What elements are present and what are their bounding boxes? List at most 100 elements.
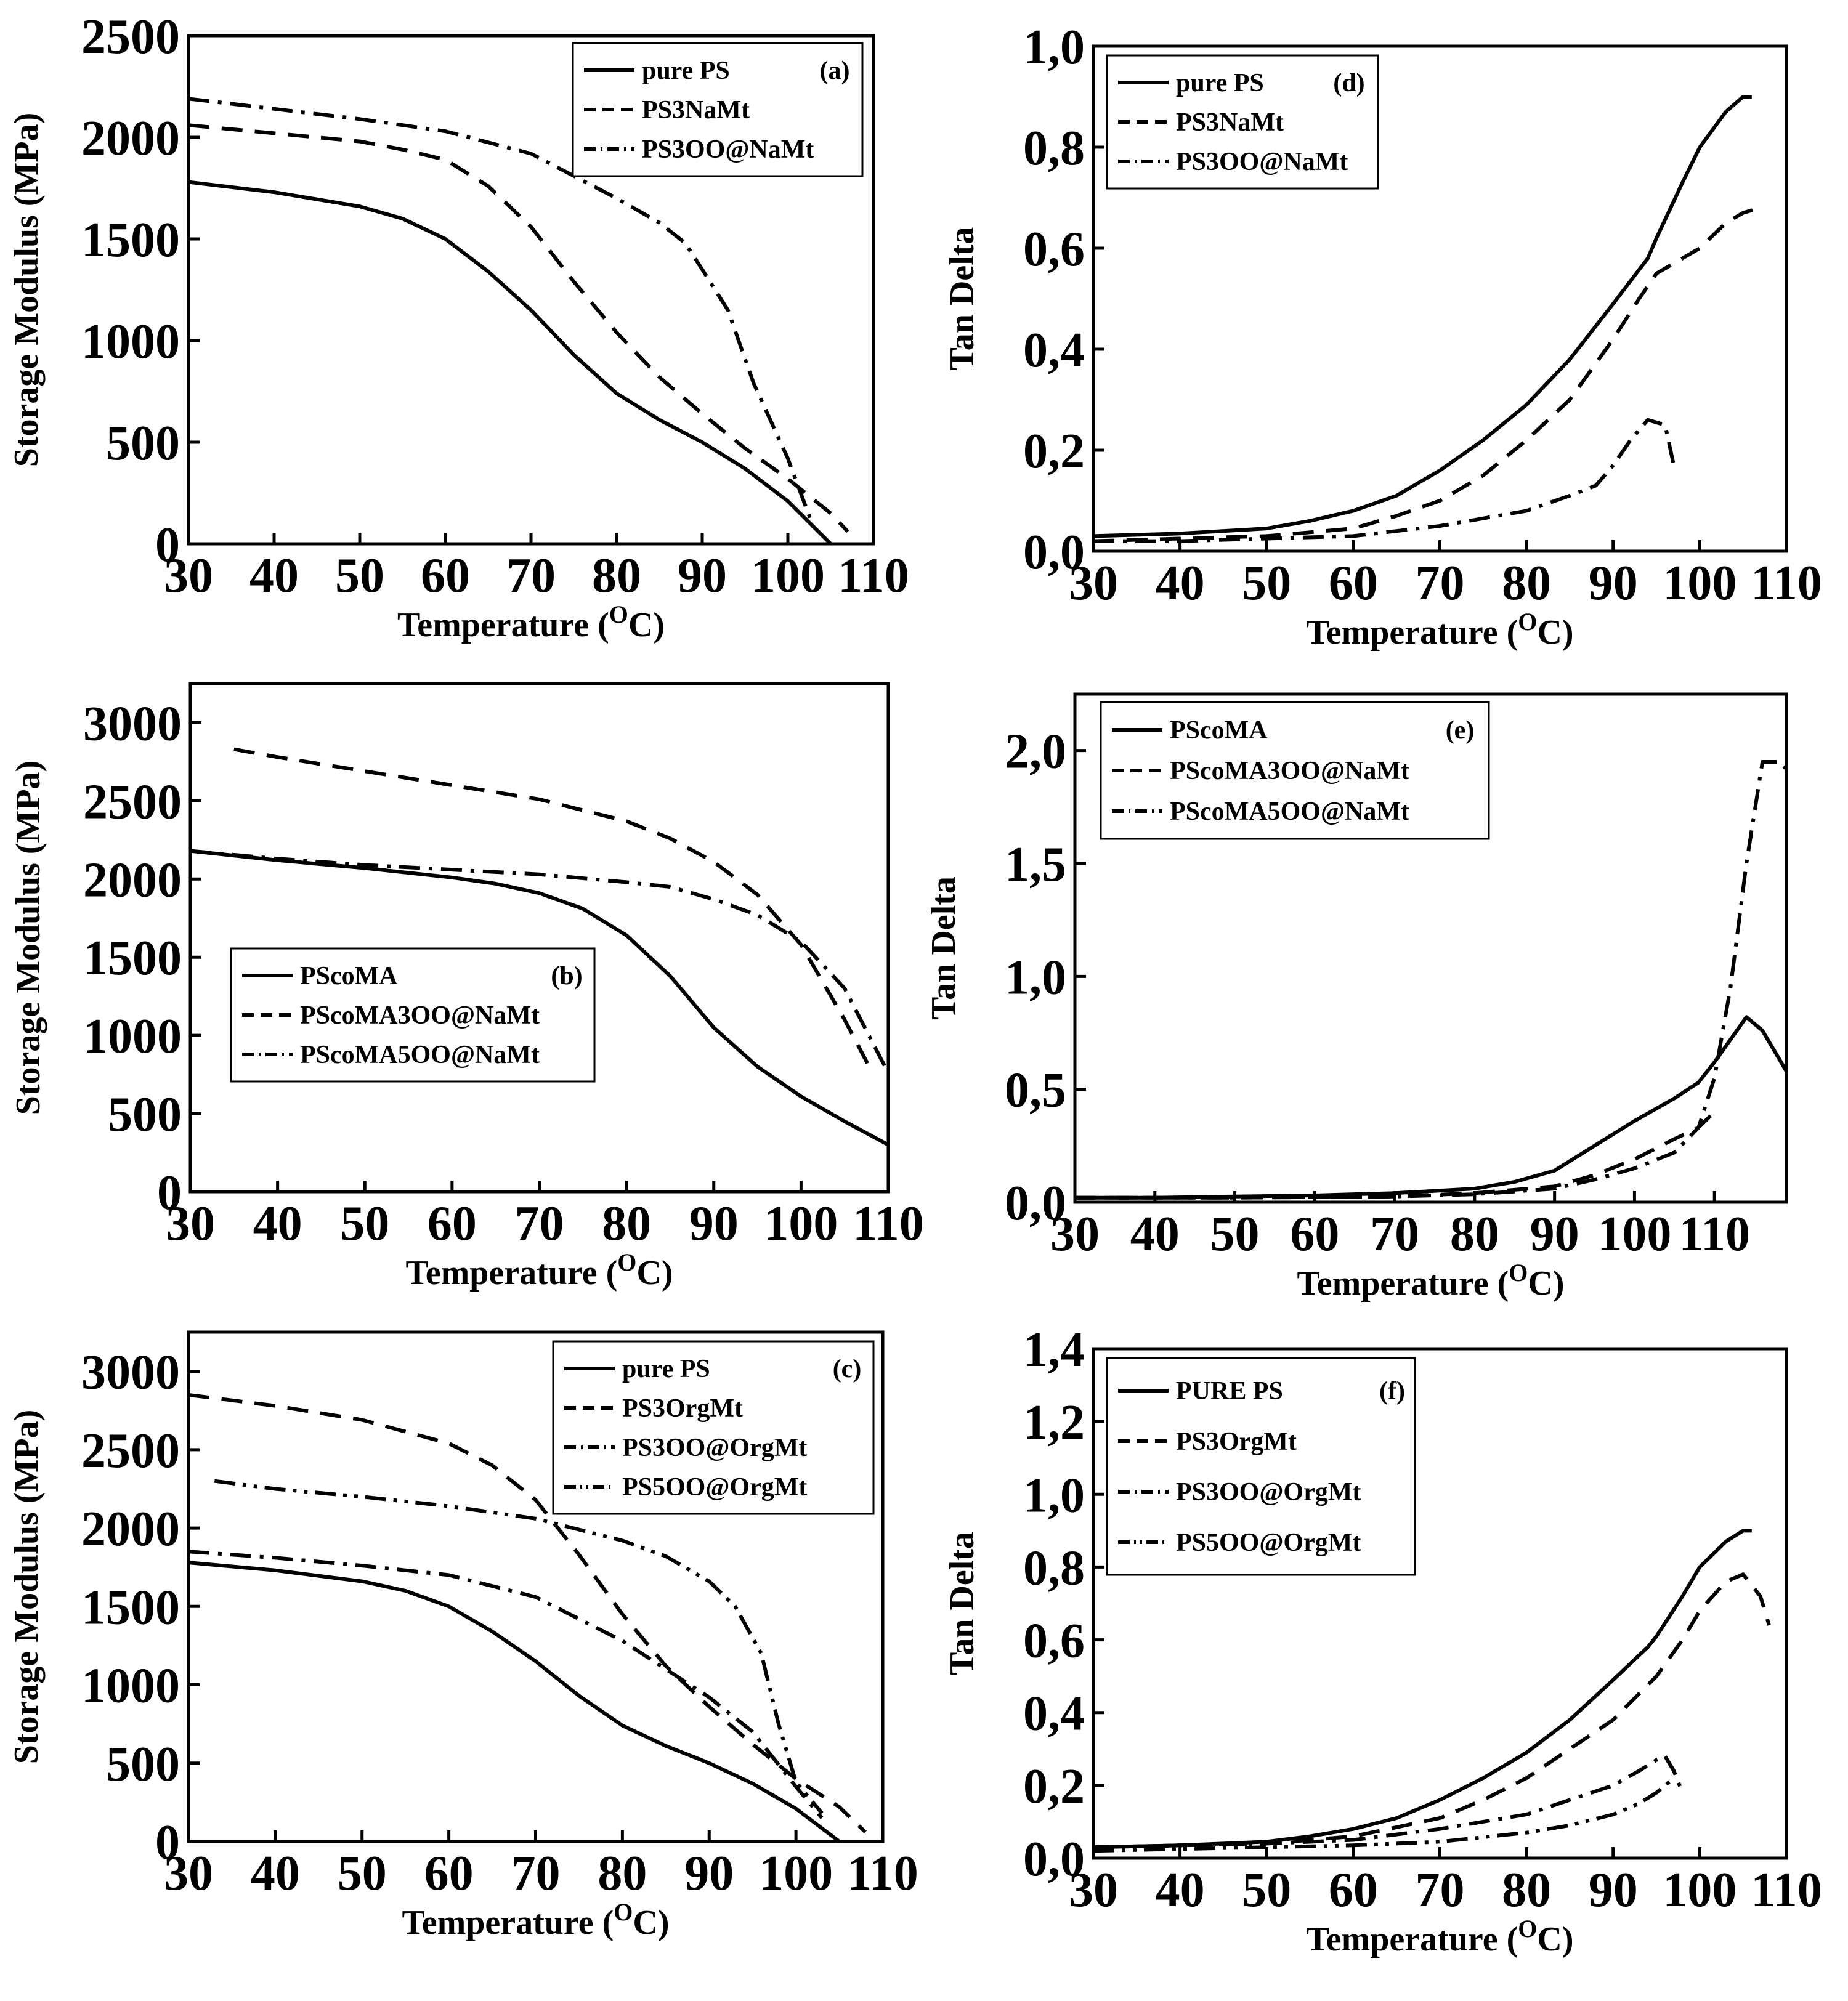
panel-e: 30 40 50 60 70 80 90 100 110 0,0 0,5 1,0 1,5 2,0 Tempe…: [925, 692, 1788, 1303]
y-tick-label: 500: [108, 1088, 182, 1142]
series-line-pscoma3oo-namt: [233, 747, 873, 1071]
y-tick-label: 1,2: [1023, 1396, 1085, 1450]
x-tick-label: 40: [249, 549, 299, 603]
x-tick-label: 90: [1530, 1207, 1579, 1261]
x-axis-title-text: Temperature (: [397, 606, 609, 644]
y-tick-label: 2500: [81, 1424, 180, 1478]
x-tick-label: 40: [1156, 1863, 1205, 1917]
x-axis-title-text: Temperature (: [402, 1904, 614, 1942]
x-tick-label: 110: [1679, 1207, 1750, 1261]
series-line-pscoma5oo-namt: [190, 849, 888, 1074]
x-axis-title-text: Temperature (: [1307, 1920, 1518, 1959]
y-tick-label: 2500: [81, 10, 180, 64]
series-line-ps3oo-orgmt: [188, 1550, 824, 1819]
x-tick-label: 70: [1370, 1207, 1419, 1261]
x-tick-label: 40: [251, 1846, 300, 1901]
x-tick-label: 70: [1416, 556, 1465, 610]
legend-label: PS3OO@OrgMt: [1176, 1478, 1361, 1506]
x-axis-title-text: Temperature (: [406, 1254, 618, 1292]
legend-label: pure PS: [1176, 69, 1264, 97]
y-tick-label: 1500: [81, 1580, 180, 1635]
y-tick-label: 0,2: [1023, 1760, 1085, 1814]
x-axis-title: Temperature (OC): [1297, 1259, 1565, 1303]
legend-label: PURE PS: [1176, 1377, 1283, 1405]
y-tick-label: 1,0: [1005, 950, 1066, 1005]
legend-box: [1106, 54, 1379, 190]
series-line-pure-ps: [188, 180, 832, 544]
x-tick-label: 100: [1663, 556, 1737, 610]
y-tick-label: 2500: [83, 775, 182, 829]
x-axis-title-superscript: O: [1509, 1259, 1528, 1287]
x-tick-label: 50: [1242, 1863, 1291, 1917]
y-tick-label: 0,4: [1023, 323, 1085, 378]
panel-b: 30 40 50 60 70 80 90 100 110 0 500 1000 1500 2000 2500…: [9, 682, 924, 1292]
panel-label: (d): [1333, 69, 1364, 97]
y-tick-label: 0,2: [1023, 424, 1085, 479]
legend-box: [1100, 701, 1490, 840]
y-tick-label: 0,4: [1023, 1687, 1085, 1741]
y-axis-title: Storage Modulus (MPa): [7, 1410, 46, 1765]
x-tick-label: 90: [678, 549, 727, 603]
y-tick-label: 1000: [83, 1009, 182, 1064]
y-tick-label: 1,0: [1023, 20, 1085, 75]
y-tick-label: 1,5: [1005, 838, 1066, 892]
legend-label: PS3OO@NaMt: [642, 135, 814, 164]
x-tick-label: 100: [764, 1197, 838, 1251]
x-tick-label: 110: [853, 1197, 924, 1251]
x-axis-title-superscript: O: [609, 600, 628, 628]
x-axis-title-superscript: O: [1518, 608, 1537, 636]
x-axis-title: Temperature (OC): [402, 1898, 670, 1942]
x-tick-label: 40: [1130, 1207, 1180, 1261]
panel-label: (f): [1379, 1377, 1405, 1405]
x-tick-label: 80: [1502, 1863, 1551, 1917]
legend-label: pure PS: [622, 1355, 710, 1383]
series-line-ps5oo-orgmt: [1093, 1776, 1676, 1853]
legend-label: PS5OO@OrgMt: [622, 1473, 807, 1502]
legend-label: pure PS: [642, 57, 730, 85]
y-tick-label: 1500: [83, 931, 182, 985]
legend-label: PS3NaMt: [1176, 108, 1284, 137]
x-axis-title-unit: C): [1537, 1920, 1573, 1959]
x-tick-label: 40: [253, 1197, 302, 1251]
x-tick-label: 110: [1751, 1863, 1822, 1917]
x-tick-label: 50: [335, 549, 384, 603]
y-tick-label: 0: [155, 518, 180, 572]
x-tick-label: 70: [511, 1846, 561, 1901]
series-line-pscoma: [1075, 1015, 1786, 1200]
plot-frame: [188, 682, 890, 1194]
x-tick-label: 100: [759, 1846, 833, 1901]
x-tick-label: 60: [1329, 556, 1378, 610]
y-tick-label: 2000: [81, 1502, 180, 1556]
series-line-ps3namt: [188, 123, 849, 533]
x-axis-title-unit: C): [1537, 613, 1573, 652]
y-axis-title: Storage Modulus (MPa): [7, 113, 46, 467]
x-tick-label: 30: [164, 549, 213, 603]
y-tick-label: 0: [155, 1816, 180, 1870]
y-tick-label: 500: [106, 416, 180, 471]
x-tick-label: 30: [1069, 1863, 1118, 1917]
legend-label: PScoMA: [1170, 716, 1268, 745]
x-tick-label: 60: [424, 1846, 474, 1901]
y-axis-title: Tan Delta: [925, 876, 963, 1020]
y-tick-label: 0,0: [1005, 1176, 1066, 1231]
y-tick-label: 1,4: [1023, 1323, 1085, 1377]
series-line-ps3oo-namt: [1093, 418, 1676, 543]
x-axis-title: Temperature (OC): [397, 600, 665, 644]
x-tick-label: 90: [689, 1197, 739, 1251]
x-tick-label: 30: [166, 1197, 215, 1251]
series-line-ps5oo-orgmt: [214, 1479, 824, 1815]
x-axis-title-text: Temperature (: [1307, 613, 1518, 652]
y-axis-title: Storage Modulus (MPa): [9, 761, 47, 1115]
y-tick-label: 0,8: [1023, 121, 1085, 176]
y-tick-label: 2000: [83, 853, 182, 907]
x-tick-label: 40: [1156, 556, 1205, 610]
series-line-pscoma3oo-namt: [1075, 1110, 1716, 1200]
series-line-ps3orgmt: [1093, 1572, 1771, 1849]
x-tick-label: 80: [1502, 556, 1551, 610]
x-tick-label: 50: [1242, 556, 1291, 610]
legend-label: PScoMA3OO@NaMt: [1170, 757, 1409, 785]
y-tick-label: 0,5: [1005, 1064, 1066, 1118]
x-tick-label: 50: [1210, 1207, 1260, 1261]
y-tick-label: 0,6: [1023, 1614, 1085, 1668]
panel-label: (a): [820, 57, 850, 85]
